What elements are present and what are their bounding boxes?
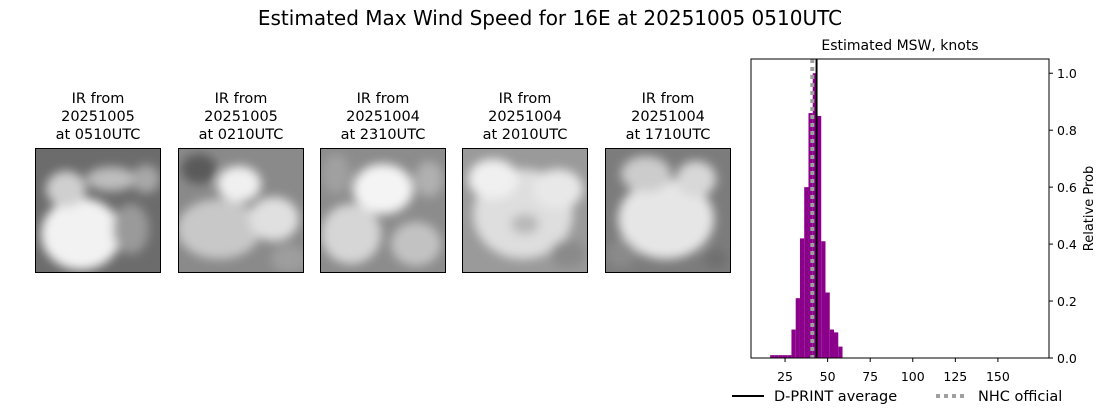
x-tick-label: 150 xyxy=(986,369,1010,384)
ir-caption-date: 20251005 xyxy=(61,109,135,125)
x-tick-label: 75 xyxy=(862,369,878,384)
y-tick-label: 0.2 xyxy=(1057,294,1077,309)
ir-panel-2: IR from 20251005 at 0210UTC xyxy=(178,90,304,273)
histogram-bar xyxy=(778,355,783,358)
ir-panel-5: IR from 20251004 at 1710UTC xyxy=(605,90,731,273)
ir-caption-time: at 0210UTC xyxy=(198,127,284,143)
figure-title: Estimated Max Wind Speed for 16E at 2025… xyxy=(257,6,843,30)
histogram-bar xyxy=(799,238,805,358)
chart-title: Estimated MSW, knots xyxy=(821,38,978,54)
ir-satellite-image-4 xyxy=(462,148,588,273)
histogram-bar xyxy=(821,241,826,358)
ir-panel-3: IR from 20251004 at 2310UTC xyxy=(320,90,446,273)
x-tick-label: 50 xyxy=(820,369,836,384)
y-tick-label: 1.0 xyxy=(1057,66,1077,81)
ir-satellite-image-1 xyxy=(35,148,161,273)
ir-caption-label: IR from xyxy=(641,91,695,107)
ir-caption-5: IR from 20251004 at 1710UTC xyxy=(605,90,731,144)
histogram-bar xyxy=(774,355,779,358)
ir-caption-2: IR from 20251005 at 0210UTC xyxy=(178,90,304,144)
ir-caption-label: IR from xyxy=(356,91,410,107)
ir-caption-label: IR from xyxy=(71,91,125,107)
histogram-bar xyxy=(838,346,843,358)
histogram-bar xyxy=(770,355,775,358)
ir-satellite-image-3 xyxy=(320,148,446,273)
ir-caption-3: IR from 20251004 at 2310UTC xyxy=(320,90,446,144)
legend-dprint-label: D-PRINT average xyxy=(774,389,897,405)
chart-legend: D-PRINT average NHC official xyxy=(732,389,1062,405)
ir-panel-1: IR from 20251005 at 0510UTC xyxy=(35,90,161,273)
x-tick-label: 25 xyxy=(777,369,793,384)
ir-caption-time: at 1710UTC xyxy=(625,127,711,143)
histogram-bar xyxy=(782,355,788,358)
y-tick-label: 0.4 xyxy=(1057,237,1077,252)
ir-caption-time: at 0510UTC xyxy=(55,127,141,143)
histogram-bars xyxy=(770,73,843,358)
histogram-bar xyxy=(825,292,830,358)
ir-caption-date: 20251004 xyxy=(631,109,705,125)
ir-caption-4: IR from 20251004 at 2010UTC xyxy=(462,90,588,144)
ir-caption-time: at 2010UTC xyxy=(482,127,568,143)
histogram-bar xyxy=(812,73,817,358)
ir-caption-date: 20251005 xyxy=(204,109,278,125)
x-tick-label: 125 xyxy=(943,369,967,384)
x-tick-label: 100 xyxy=(901,369,925,384)
reference-lines xyxy=(810,59,818,358)
y-tick-label: 0.8 xyxy=(1057,123,1077,138)
ir-caption-label: IR from xyxy=(498,91,552,107)
histogram-bar xyxy=(795,298,800,358)
histogram-bar xyxy=(791,329,796,358)
histogram-bar xyxy=(804,187,809,358)
histogram-bar xyxy=(816,115,822,358)
legend-nhc-label: NHC official xyxy=(978,389,1062,405)
histogram-bar xyxy=(829,329,835,358)
histogram-bar xyxy=(787,355,792,358)
histogram-bar xyxy=(834,332,839,358)
ir-caption-label: IR from xyxy=(214,91,268,107)
ir-caption-1: IR from 20251005 at 0510UTC xyxy=(35,90,161,144)
y-tick-label: 0.6 xyxy=(1057,180,1077,195)
ir-panel-4: IR from 20251004 at 2010UTC xyxy=(462,90,588,273)
y-axis-ticks: 0.0 0.2 0.4 0.6 0.8 1.0 xyxy=(1049,66,1077,366)
ir-caption-date: 20251004 xyxy=(346,109,420,125)
x-axis-ticks: 25 50 75 100 125 150 xyxy=(777,358,1010,384)
plot-frame xyxy=(750,58,1050,359)
ir-caption-time: at 2310UTC xyxy=(340,127,426,143)
y-axis-label: Relative Prob xyxy=(1082,166,1097,251)
ir-satellite-image-2 xyxy=(178,148,304,273)
ir-satellite-image-5 xyxy=(605,148,731,273)
y-tick-label: 0.0 xyxy=(1057,351,1077,366)
ir-caption-date: 20251004 xyxy=(488,109,562,125)
